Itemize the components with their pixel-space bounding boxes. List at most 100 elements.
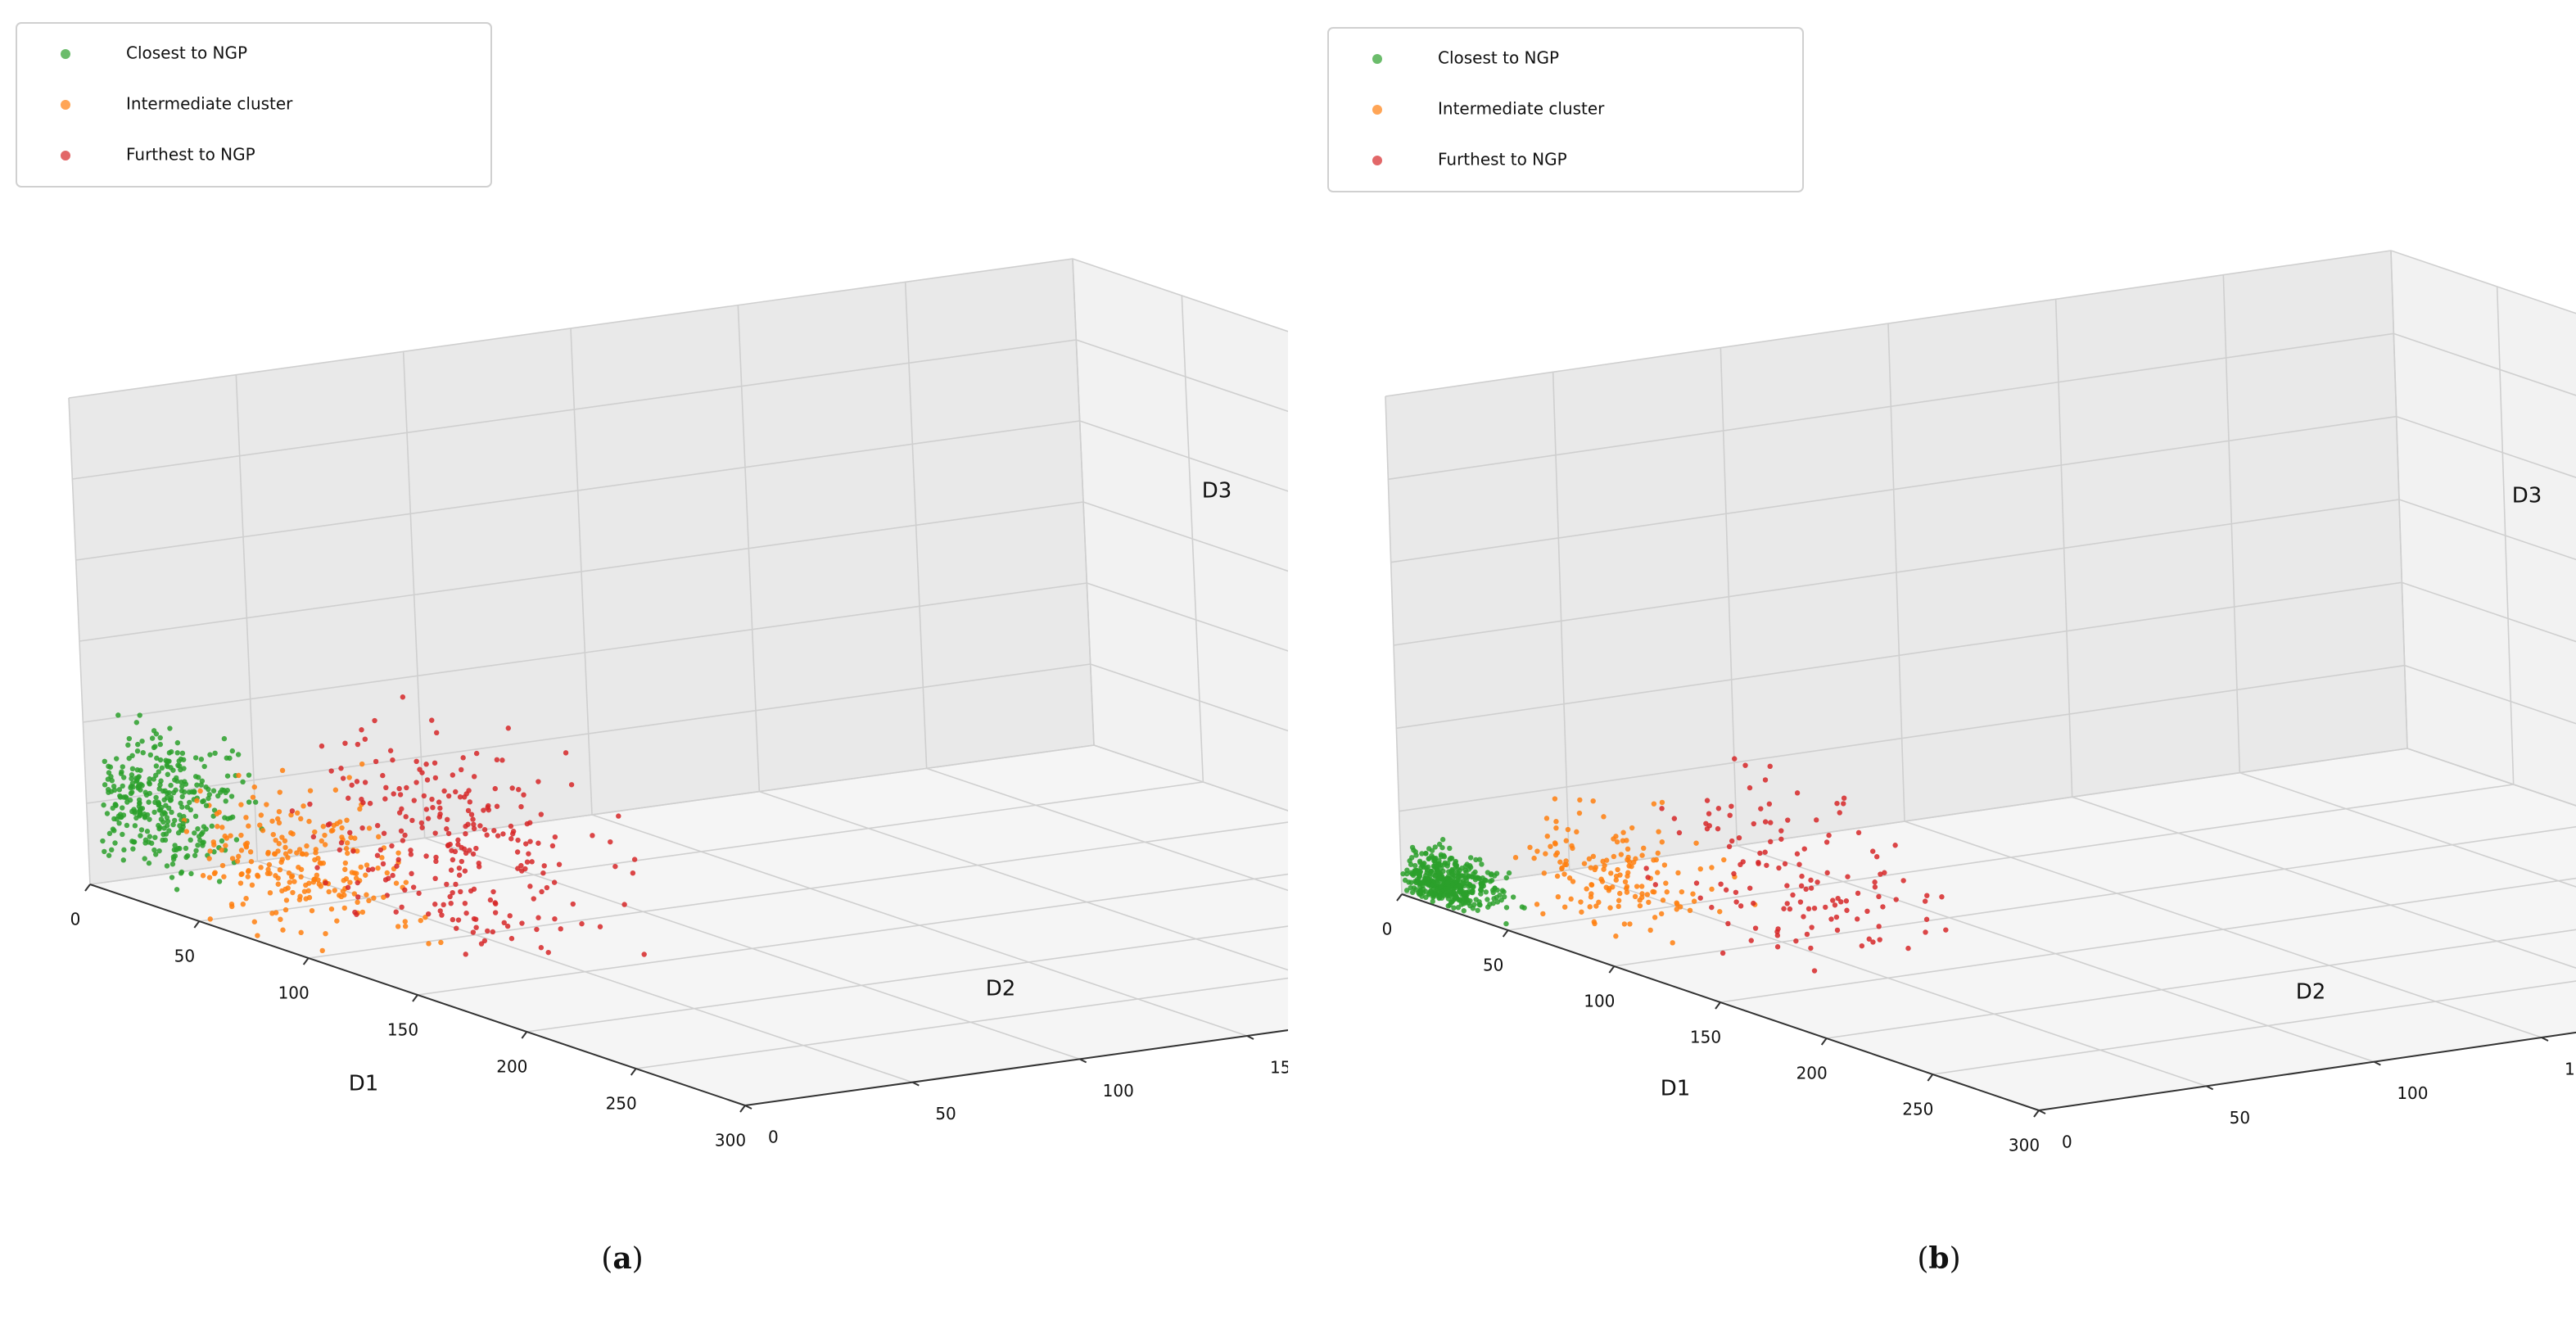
point-intermediate (393, 880, 400, 886)
point-furthest (1778, 836, 1784, 842)
point-closest (121, 775, 127, 780)
point-furthest (433, 854, 439, 861)
point-furthest (465, 807, 472, 814)
point-furthest (323, 880, 328, 886)
point-furthest (421, 793, 427, 799)
point-intermediate (1611, 853, 1617, 860)
point-intermediate (1639, 852, 1645, 858)
point-furthest (1841, 795, 1847, 801)
point-intermediate (1543, 816, 1550, 821)
point-intermediate (1569, 843, 1575, 849)
point-furthest (476, 860, 481, 866)
point-intermediate (290, 889, 296, 896)
point-closest (104, 811, 111, 816)
point-furthest (526, 851, 531, 857)
point-intermediate (1661, 862, 1668, 868)
point-furthest (433, 730, 440, 736)
point-furthest (545, 949, 551, 956)
point-intermediate (221, 874, 227, 879)
point-intermediate (287, 879, 292, 885)
point-furthest (1733, 889, 1739, 895)
x-tick-label: 50 (174, 947, 195, 966)
point-furthest (492, 785, 498, 792)
point-intermediate (1717, 909, 1723, 915)
point-closest (195, 843, 201, 848)
point-intermediate (359, 761, 365, 767)
point-furthest (470, 851, 477, 857)
point-closest (252, 799, 259, 805)
point-closest (133, 720, 140, 726)
point-furthest (1841, 801, 1846, 807)
point-closest (130, 846, 136, 852)
point-intermediate (1630, 859, 1637, 866)
point-furthest (551, 879, 558, 885)
point-closest (184, 804, 190, 810)
point-furthest (433, 858, 439, 865)
point-intermediate (344, 817, 350, 823)
point-closest (1465, 897, 1471, 903)
point-intermediate (1615, 866, 1620, 873)
point-closest (1412, 849, 1418, 855)
point-closest (152, 744, 158, 749)
point-furthest (391, 791, 396, 797)
point-intermediate (320, 824, 327, 830)
point-intermediate (1625, 846, 1631, 852)
point-closest (201, 839, 206, 845)
point-closest (120, 831, 125, 838)
point-closest (161, 825, 167, 831)
point-furthest (1864, 908, 1870, 915)
point-furthest (504, 923, 511, 929)
point-furthest (441, 902, 446, 908)
point-furthest (1876, 893, 1882, 900)
point-closest (1457, 878, 1463, 884)
point-intermediate (275, 816, 281, 822)
point-furthest (1676, 830, 1683, 836)
point-furthest (423, 807, 430, 812)
point-furthest (1703, 820, 1709, 826)
x-tick-mark (84, 884, 91, 892)
point-furthest (360, 800, 366, 806)
point-furthest (374, 852, 381, 858)
point-furthest (484, 832, 490, 838)
point-closest (1444, 893, 1451, 899)
point-closest (170, 821, 176, 828)
point-furthest (616, 813, 621, 819)
gridline (2407, 748, 2576, 807)
point-intermediate (298, 866, 305, 872)
point-closest (164, 863, 170, 869)
point-furthest (539, 888, 545, 895)
point-furthest (425, 911, 432, 917)
point-intermediate (276, 808, 282, 815)
point-furthest (1768, 839, 1774, 845)
point-furthest (1747, 885, 1753, 891)
point-closest (1426, 891, 1432, 897)
point-intermediate (1632, 893, 1638, 900)
point-intermediate (288, 812, 294, 818)
point-intermediate (271, 851, 278, 857)
point-furthest (1727, 812, 1733, 818)
point-closest (116, 820, 122, 826)
point-closest (172, 817, 178, 824)
point-furthest (429, 717, 435, 723)
point-intermediate (1709, 886, 1715, 893)
point-furthest (481, 826, 488, 833)
point-intermediate (1653, 857, 1659, 863)
gridline (2404, 664, 2576, 725)
point-furthest (1855, 830, 1862, 836)
point-furthest (1751, 900, 1756, 906)
legend-marker-intermediate (61, 100, 70, 110)
y-tick-mark (2541, 1037, 2549, 1042)
chart-svg-a: 0501001502002503000501001502002503000501… (16, 22, 1810, 1276)
point-intermediate (348, 834, 354, 840)
legend-marker-furthest (1372, 156, 1382, 165)
point-furthest (1872, 884, 1878, 890)
point-furthest (1845, 874, 1851, 879)
legend-box (16, 22, 492, 188)
point-furthest (1872, 879, 1878, 885)
point-intermediate (1559, 866, 1565, 872)
point-intermediate (1608, 870, 1614, 876)
point-intermediate (1679, 888, 1685, 895)
point-furthest (563, 750, 569, 756)
point-closest (147, 834, 153, 839)
point-closest (139, 738, 145, 744)
